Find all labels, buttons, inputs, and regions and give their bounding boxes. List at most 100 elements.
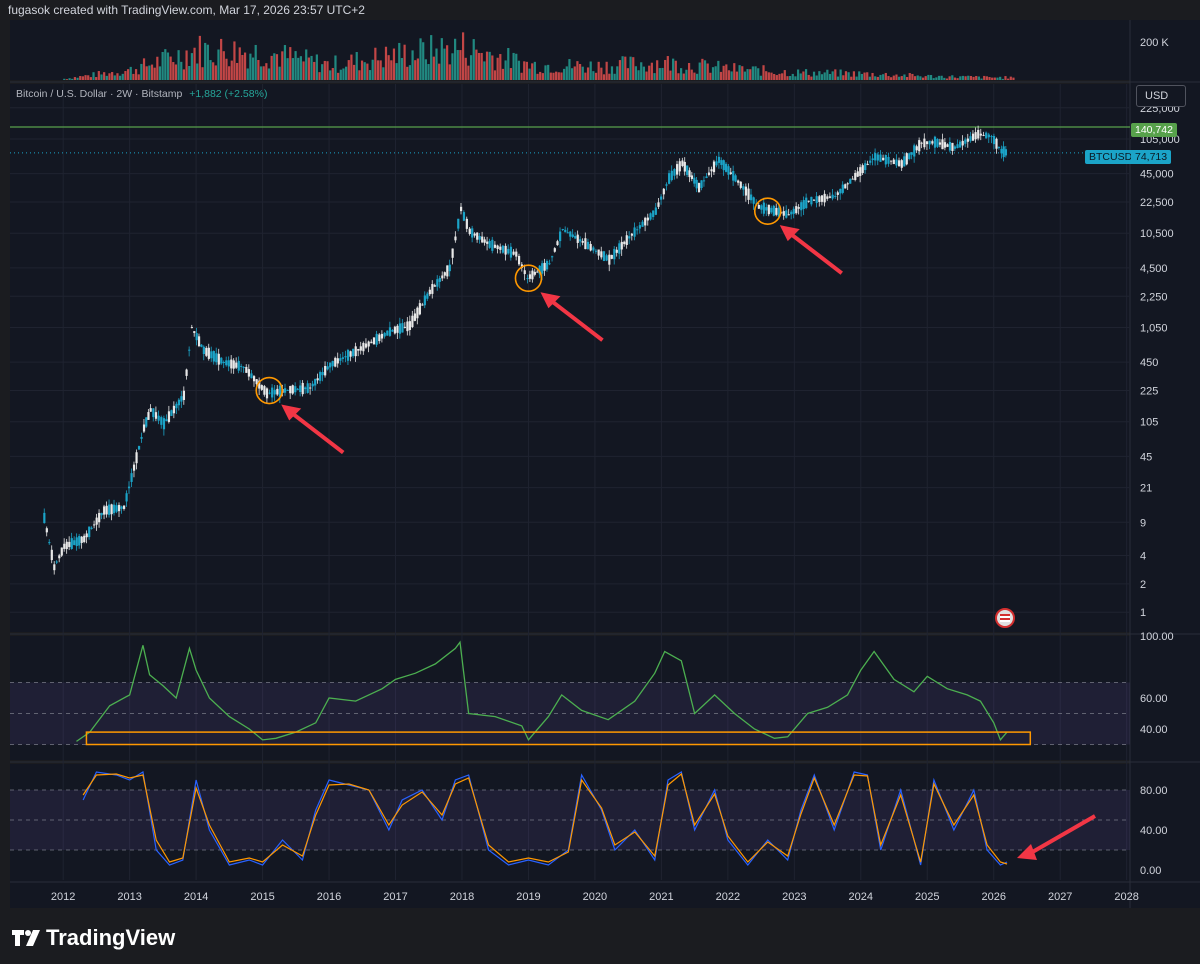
x-tick-label: 2019	[516, 891, 540, 903]
candle	[55, 561, 58, 563]
volume-bar	[87, 75, 90, 80]
candle	[471, 228, 474, 238]
volume-bar	[653, 73, 656, 80]
volume-bar	[709, 72, 712, 80]
candle	[586, 241, 590, 249]
volume-bar	[586, 67, 590, 80]
candle	[416, 307, 419, 319]
candle	[990, 136, 993, 138]
candle	[247, 369, 251, 377]
volume-bar	[544, 65, 547, 80]
candle	[938, 142, 942, 145]
volume-bar	[408, 65, 412, 80]
volume-bar	[743, 71, 747, 80]
volume-bar	[874, 76, 877, 80]
candle	[943, 142, 947, 148]
volume-bar	[796, 69, 800, 80]
candle	[339, 358, 342, 361]
volume-bar	[302, 61, 305, 80]
candle	[443, 272, 446, 276]
candle	[1000, 148, 1003, 154]
volume-bar	[148, 65, 151, 80]
volume-bar	[419, 38, 422, 80]
volume-bar	[339, 69, 342, 80]
volume-bar	[257, 60, 260, 80]
volume-bar	[634, 66, 638, 80]
volume-bar	[895, 74, 898, 80]
candle	[686, 165, 689, 175]
volume-bar	[113, 75, 116, 80]
volume-bar	[119, 75, 122, 80]
candle	[428, 289, 431, 295]
volume-bar	[964, 76, 967, 80]
volume-bar	[278, 66, 281, 80]
candle	[707, 172, 711, 175]
volume-bar	[217, 49, 220, 80]
candle	[118, 504, 121, 512]
candle	[200, 344, 203, 347]
volume-bar	[937, 75, 941, 80]
volume-bar	[810, 76, 813, 80]
arrow-head	[779, 225, 800, 242]
tradingview-logo: TradingView	[12, 925, 175, 951]
candle	[569, 231, 572, 237]
volume-bar	[488, 51, 491, 80]
volume-bar	[174, 64, 178, 80]
candle	[316, 378, 319, 381]
volume-bar	[307, 57, 310, 80]
us-flag-icon[interactable]	[995, 608, 1015, 628]
volume-bar	[267, 68, 271, 80]
candle	[207, 347, 210, 359]
candle	[841, 184, 844, 193]
volume-bar	[919, 76, 922, 80]
volume-bar	[951, 75, 954, 80]
currency-button[interactable]: USD	[1136, 85, 1186, 107]
candle	[533, 271, 536, 275]
candle	[43, 512, 46, 524]
volume-bar	[557, 72, 560, 80]
candle	[646, 217, 649, 221]
volume-bar	[852, 71, 856, 80]
volume-bar	[1009, 76, 1012, 80]
volume-bar	[794, 76, 797, 80]
candle	[826, 196, 829, 199]
candle	[859, 167, 862, 176]
volume-bar	[520, 72, 523, 80]
candle	[217, 353, 220, 365]
candle	[154, 412, 158, 419]
volume-bar	[767, 72, 770, 80]
candle	[398, 323, 402, 334]
volume-bar	[342, 68, 345, 80]
volume-bar	[212, 62, 215, 80]
candle	[760, 205, 763, 210]
volume-bar	[228, 66, 231, 80]
volume-bar	[879, 74, 882, 80]
volume-bar	[985, 76, 988, 80]
candle	[900, 160, 903, 168]
candle	[665, 184, 668, 186]
candle	[946, 144, 949, 147]
candle	[167, 411, 171, 422]
candle	[202, 346, 205, 355]
candle	[805, 197, 808, 209]
candle	[792, 208, 795, 214]
candle	[729, 172, 732, 174]
candle	[45, 528, 48, 533]
candle	[276, 388, 279, 395]
volume-bar	[890, 77, 893, 80]
candle	[258, 380, 261, 389]
volume-bar	[515, 53, 518, 80]
volume-bar	[182, 69, 186, 80]
candle	[739, 181, 742, 188]
candle	[887, 156, 890, 164]
volume-bar	[448, 64, 451, 80]
volume-bar	[773, 73, 776, 80]
volume-bar	[916, 75, 919, 80]
volume-bar	[129, 66, 132, 80]
candle	[597, 249, 600, 256]
volume-bar	[815, 75, 818, 80]
candle	[299, 385, 302, 393]
candle	[375, 333, 378, 345]
candle	[172, 405, 176, 414]
